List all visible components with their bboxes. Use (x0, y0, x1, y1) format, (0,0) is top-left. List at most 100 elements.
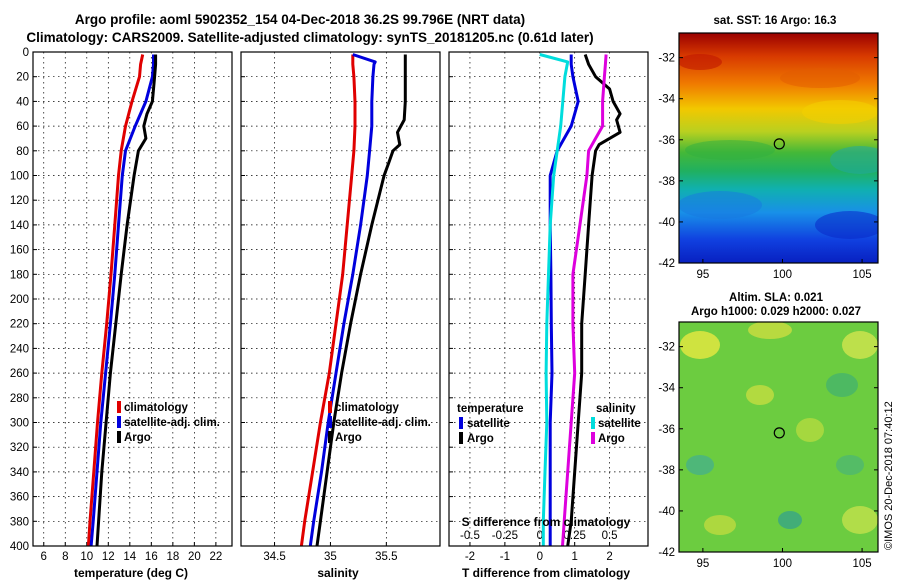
sst-map (678, 32, 879, 264)
x-tick-label: 12 (102, 551, 115, 563)
legend-label-temp-satellite: satellite (467, 418, 510, 430)
map-x-tick-label: 105 (852, 269, 871, 281)
legend-swatch-temp-satellite (459, 417, 463, 429)
y-tick-label: 40 (16, 96, 29, 108)
legend-label-temp-argo: Argo (467, 433, 494, 445)
temperature-xlabel: temperature (deg C) (74, 566, 188, 580)
argo-position-marker (773, 427, 785, 439)
map-y-tick-label: -42 (658, 547, 675, 559)
y-tick-label: 100 (10, 171, 29, 183)
map-y-tick-label: -36 (658, 135, 675, 147)
legend-label-sal-argo: Argo (598, 433, 625, 445)
argo-position-marker (773, 138, 785, 150)
legend-swatch-sal-satellite (591, 417, 595, 429)
series-line-climatology (86, 54, 145, 547)
x-tick-label: 16 (145, 551, 158, 563)
x-tick-label: -2 (465, 551, 475, 563)
legend-swatch-sal-argo (591, 432, 595, 444)
legend-title-salinity: salinity (596, 403, 636, 415)
title-line-2: Climatology: CARS2009. Satellite-adjuste… (26, 30, 593, 45)
x-tick-label: 22 (209, 551, 222, 563)
series-line-climatology (299, 54, 357, 547)
y-tick-label: 60 (16, 121, 29, 133)
series-line-satellite-adj-clim- (308, 53, 377, 547)
series-line-salinity-argo (561, 54, 608, 547)
series-line-satellite-adj-clim- (89, 54, 155, 547)
x-tick-label: 35 (324, 551, 337, 563)
x-tick-label: 18 (166, 551, 179, 563)
legend-swatch-climatology (117, 401, 121, 413)
x-tick-label: 14 (123, 551, 136, 563)
legend-label-climatology: climatology (335, 402, 400, 414)
sst-map-title: sat. SST: 16 Argo: 16.3 (714, 15, 837, 27)
x-tick-label: 8 (62, 551, 68, 563)
x-tick-label: 20 (188, 551, 201, 563)
map-y-tick-label: -40 (658, 506, 675, 518)
y-tick-label: 240 (10, 343, 29, 355)
y-tick-label: 380 (10, 516, 29, 528)
x-tick-label: 0 (537, 551, 543, 563)
s-tick-label: -0.5 (460, 530, 480, 542)
s-tick-label: 0.25 (563, 530, 585, 542)
map-x-tick-label: 100 (773, 269, 792, 281)
legend-title-temperature: temperature (457, 403, 523, 415)
difference-xlabel-salinity: S difference from climatology (462, 515, 631, 529)
y-tick-label: 80 (16, 146, 29, 158)
sla-map-frame (678, 321, 879, 553)
x-tick-label: 1 (571, 551, 577, 563)
map-y-tick-label: -42 (658, 258, 675, 270)
sla-map-title-2: Argo h1000: 0.029 h2000: 0.027 (691, 306, 861, 318)
map-x-tick-label: 95 (696, 269, 709, 281)
y-tick-label: 20 (16, 72, 29, 84)
salinity-legend: climatology satellite-adj. clim. Argo (328, 401, 431, 444)
map-x-tick-label: 95 (696, 558, 709, 570)
legend-swatch-argo (328, 431, 332, 443)
panel-frame (448, 51, 649, 547)
y-tick-label: 160 (10, 245, 29, 257)
y-tick-label: 340 (10, 467, 29, 479)
y-tick-label: 120 (10, 195, 29, 207)
y-tick-label: 220 (10, 319, 29, 331)
legend-label-sal-satellite: satellite (598, 418, 641, 430)
temperature-panel: 6 8 10 12 14 16 18 20 22020406080100120140160180… (10, 47, 233, 563)
map-x-tick-label: 105 (852, 558, 871, 570)
difference-xlabel: T difference from climatology (462, 566, 630, 580)
map-y-tick-label: -36 (658, 424, 675, 436)
series-line-argo (315, 54, 407, 547)
y-tick-label: 320 (10, 442, 29, 454)
imos-credit: ©IMOS 20-Dec-2018 07:40:12 (883, 401, 895, 550)
map-y-tick-label: -32 (658, 53, 675, 65)
y-tick-label: 260 (10, 368, 29, 380)
sla-texture (680, 322, 878, 535)
panel-frame (32, 51, 233, 547)
salinity-panel: 34.5 35 35.5 (240, 51, 441, 563)
y-tick-label: 400 (10, 541, 29, 553)
sst-map-axes: 95 100 105 -32 -34 -36 -38 -40 -42 (658, 53, 878, 281)
legend-label-satellite-adj: satellite-adj. clim. (335, 417, 431, 429)
x-tick-label: 10 (80, 551, 93, 563)
panel-frame (240, 51, 441, 547)
legend-swatch-temp-argo (459, 432, 463, 444)
map-y-tick-label: -38 (658, 176, 675, 188)
sst-texture (679, 54, 878, 239)
x-tick-label: 6 (41, 551, 47, 563)
legend-swatch-argo (117, 431, 121, 443)
sla-map-axes: 95 100 105 -32 -34 -36 -38 -40 -42 (658, 342, 878, 570)
y-tick-label: 360 (10, 492, 29, 504)
series-line-temperature-argo (566, 54, 622, 547)
series-line-salinity-satellite (539, 53, 570, 546)
map-y-tick-label: -38 (658, 465, 675, 477)
sla-map (678, 321, 879, 553)
salinity-xlabel: salinity (317, 566, 359, 580)
legend-swatch-climatology (328, 401, 332, 413)
s-tick-label: -0.25 (492, 530, 518, 542)
map-x-tick-label: 100 (773, 558, 792, 570)
x-tick-label: 2 (606, 551, 612, 563)
map-y-tick-label: -34 (658, 94, 675, 106)
map-y-tick-label: -34 (658, 383, 675, 395)
x-tick-label: 34.5 (263, 551, 285, 563)
sla-map-title-1: Altim. SLA: 0.021 (729, 292, 824, 304)
y-tick-label: 280 (10, 393, 29, 405)
difference-legend: temperature satellite Argo salinity sate… (457, 403, 641, 445)
legend-swatch-satellite-adj (328, 416, 332, 428)
